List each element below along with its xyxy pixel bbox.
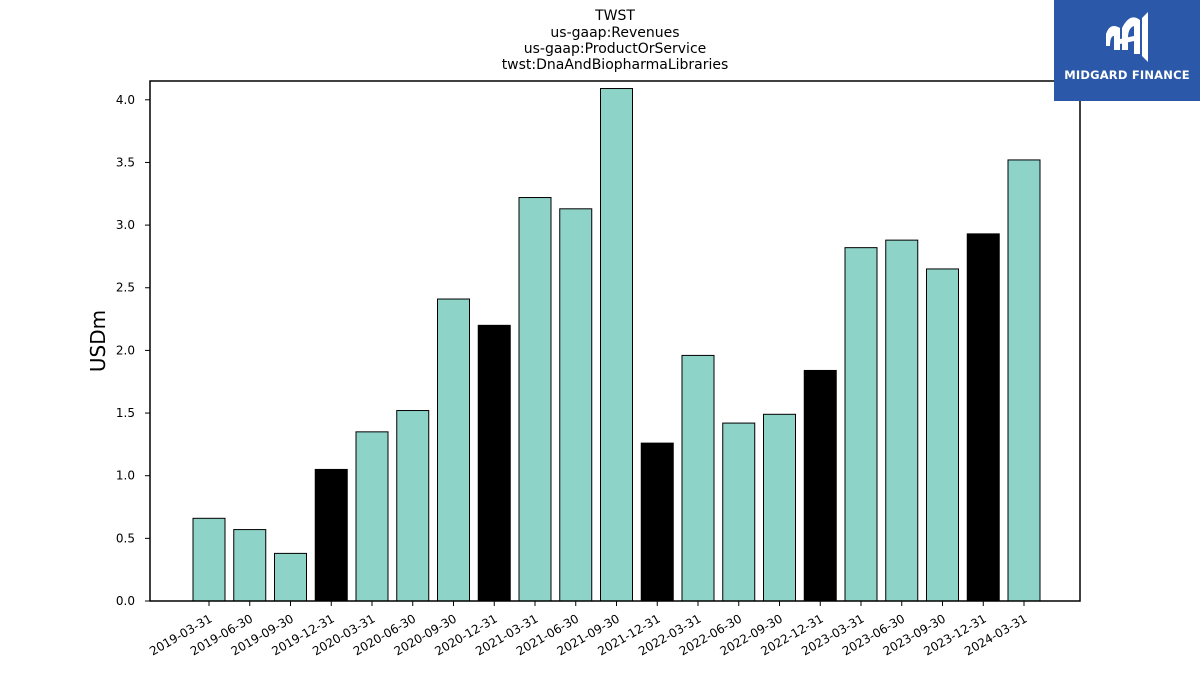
bar-2021-03-31	[518, 197, 552, 602]
bar-2022-03-31	[681, 354, 715, 602]
bar-2023-09-30	[926, 268, 959, 602]
y-axis-label: USDm	[86, 310, 110, 372]
y-tick-label: 0.0	[116, 594, 135, 608]
bar-2021-12-31	[640, 442, 674, 602]
bar-2020-09-30	[437, 298, 470, 602]
x-axis: 2019-03-312019-06-302019-09-302019-12-31…	[147, 601, 1030, 658]
bar-2023-12-31	[966, 233, 1000, 602]
y-tick-label: 3.0	[116, 218, 135, 232]
bar-2023-03-31	[844, 247, 878, 602]
chart-title-line: twst:DnaAndBiopharmaLibraries	[502, 57, 729, 73]
midgard-logo-icon	[1106, 12, 1148, 62]
bar-2022-09-30	[763, 413, 796, 602]
chart-title-line: us-gaap:Revenues	[550, 25, 679, 41]
plot-frame	[149, 80, 1081, 602]
bar-2020-06-30	[396, 410, 430, 602]
y-tick-label: 2.5	[116, 281, 135, 295]
y-tick-label: 1.5	[116, 406, 135, 420]
bar-2021-09-30	[600, 88, 633, 602]
y-axis: 0.0 0.5 1.0 1.5 2.0 2.5 3.0 3.5 4.0	[116, 93, 150, 608]
bar-2020-12-31	[477, 324, 511, 602]
bar-2019-03-31	[192, 517, 226, 602]
bar-2019-09-30	[274, 552, 307, 602]
bar-2020-03-31	[355, 431, 389, 602]
bar-2024-03-31	[1007, 159, 1041, 602]
chart-title: TWSTus-gaap:Revenuesus-gaap:ProductOrSer…	[502, 8, 729, 73]
y-tick-label: 2.0	[116, 343, 135, 357]
bar-2019-06-30	[233, 529, 267, 602]
bar-2023-06-30	[885, 239, 919, 602]
y-tick-label: 1.0	[116, 469, 135, 483]
bar-2019-12-31	[314, 468, 348, 602]
bars-group	[192, 88, 1041, 602]
bar-2022-12-31	[803, 369, 837, 602]
chart-title-line: us-gaap:ProductOrService	[524, 41, 707, 57]
midgard-finance-logo: MIDGARD FINANCE	[1054, 0, 1200, 101]
y-tick-label: 0.5	[116, 531, 135, 545]
logo-text: MIDGARD FINANCE	[1064, 68, 1190, 82]
bar-2022-06-30	[722, 422, 756, 602]
y-tick-label: 4.0	[116, 93, 135, 107]
chart-title-line: TWST	[594, 8, 635, 24]
bar-2021-06-30	[559, 208, 593, 602]
y-tick-label: 3.5	[116, 155, 135, 169]
